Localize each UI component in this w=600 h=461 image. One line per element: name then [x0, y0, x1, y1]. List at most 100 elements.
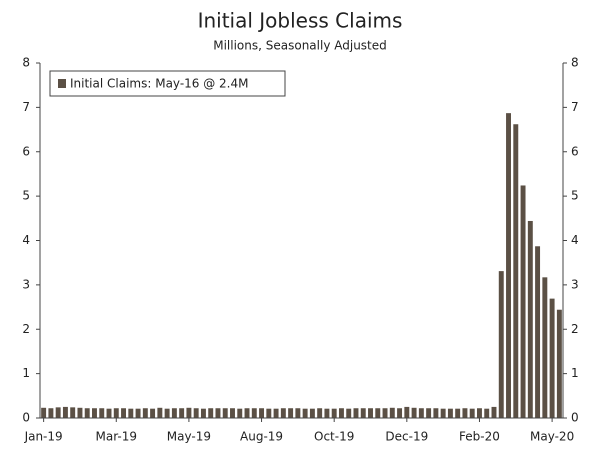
bar	[440, 408, 446, 418]
bar	[368, 408, 373, 418]
y-tick-label: 7	[22, 100, 30, 114]
bar	[455, 408, 461, 418]
y2-tick-label: 0	[571, 411, 579, 425]
y-tick-label: 1	[22, 366, 30, 380]
bar	[55, 407, 61, 418]
bar	[99, 408, 105, 418]
bar	[135, 408, 141, 418]
bar	[150, 408, 156, 418]
bar	[171, 408, 177, 418]
bar	[433, 408, 439, 418]
bar	[302, 408, 308, 418]
bar	[41, 407, 47, 418]
chart-subtitle: Millions, Seasonally Adjusted	[213, 39, 387, 53]
x-tick-label: Feb-20	[459, 430, 500, 444]
bar	[462, 408, 468, 418]
y-tick-label: 2	[22, 322, 30, 336]
bar	[411, 407, 417, 418]
bar	[338, 408, 344, 418]
bar	[520, 185, 526, 418]
bar	[280, 408, 286, 418]
y-tick-label: 0	[22, 411, 30, 425]
y2-tick-label: 3	[571, 277, 579, 291]
bar	[230, 408, 235, 418]
bar	[498, 271, 504, 418]
x-tick-label: May-20	[530, 430, 574, 444]
bar	[121, 408, 127, 418]
bar	[62, 406, 68, 418]
bar	[157, 407, 163, 418]
bar	[317, 408, 323, 418]
x-tick-label: Aug-19	[240, 430, 283, 444]
x-tick-label: Oct-19	[314, 430, 354, 444]
y2-tick-label: 6	[571, 144, 579, 158]
bar	[208, 408, 214, 418]
bar	[404, 406, 410, 418]
bar	[447, 408, 453, 418]
bar	[222, 408, 228, 418]
bar	[309, 408, 315, 418]
bar	[164, 408, 170, 418]
chart-title: Initial Jobless Claims	[198, 9, 403, 33]
bar	[288, 408, 294, 418]
bar	[484, 408, 490, 418]
x-tick-label: Dec-19	[385, 430, 428, 444]
y2-tick-label: 1	[571, 366, 579, 380]
bar	[186, 407, 192, 418]
bar	[527, 220, 533, 418]
bar	[200, 408, 206, 418]
bar	[418, 408, 424, 418]
bar	[389, 407, 395, 418]
bar	[259, 408, 265, 418]
bar	[142, 408, 148, 418]
bar	[215, 408, 221, 418]
y-tick-label: 5	[22, 189, 30, 203]
y2-tick-label: 4	[571, 233, 579, 247]
bar	[491, 406, 497, 418]
y-tick-label: 6	[22, 144, 30, 158]
y-tick-label: 3	[22, 277, 30, 291]
bar	[128, 408, 134, 418]
bar	[375, 408, 381, 418]
bar	[266, 408, 272, 418]
y-tick-label: 4	[22, 233, 30, 247]
bar	[382, 408, 388, 418]
bar	[113, 408, 119, 418]
bar	[244, 408, 250, 418]
bar	[331, 408, 337, 418]
bar	[360, 408, 366, 418]
legend-swatch	[58, 79, 66, 88]
y-tick-label: 8	[22, 56, 30, 70]
bar	[251, 408, 257, 418]
bar	[84, 408, 90, 418]
legend-label: Initial Claims: May-16 @ 2.4M	[70, 77, 248, 91]
bar	[353, 408, 359, 418]
bar	[549, 298, 555, 418]
y2-tick-label: 8	[571, 56, 579, 70]
y2-tick-label: 2	[571, 322, 579, 336]
y2-tick-label: 7	[571, 100, 579, 114]
bar	[324, 408, 330, 418]
bar	[476, 408, 482, 418]
bar	[179, 408, 185, 418]
bar	[469, 408, 475, 418]
bar	[237, 408, 243, 418]
bar	[542, 277, 548, 418]
bar	[273, 408, 279, 418]
bar	[48, 408, 54, 418]
y2-tick-label: 5	[571, 189, 579, 203]
bar	[346, 408, 352, 418]
x-tick-label: May-19	[167, 430, 211, 444]
bar	[426, 408, 432, 418]
bar	[106, 408, 112, 418]
x-tick-label: Mar-19	[96, 430, 137, 444]
bar	[397, 408, 403, 418]
legend-box	[49, 70, 286, 97]
bar	[193, 408, 199, 418]
x-tick-label: Jan-19	[24, 430, 63, 444]
bar	[77, 407, 83, 418]
bar	[92, 408, 97, 418]
bar	[535, 246, 541, 418]
